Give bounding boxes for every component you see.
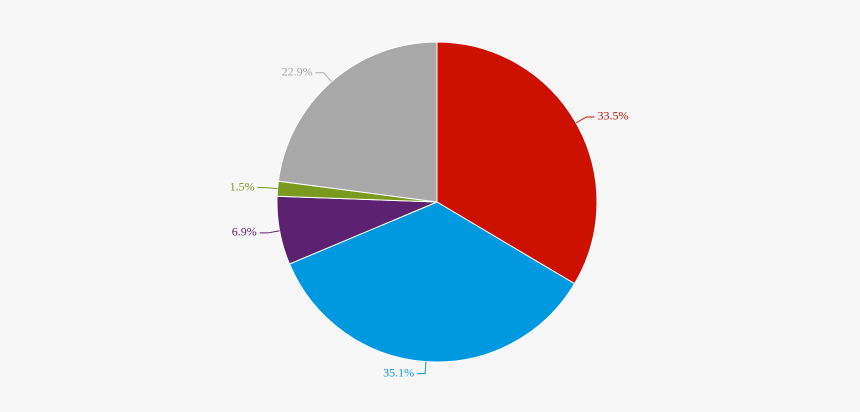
data-label: 6.9%: [232, 225, 257, 239]
data-label: 33.5%: [597, 109, 628, 123]
leader-line: [575, 116, 595, 124]
data-label: 35.1%: [383, 365, 414, 379]
data-label: 1.5%: [230, 179, 255, 193]
leader-line: [257, 187, 278, 190]
leader-line: [259, 230, 280, 234]
leader-line: [315, 72, 332, 83]
data-label: 22.9%: [282, 64, 313, 78]
pie-slice: [277, 41, 438, 203]
leader-line: [417, 361, 427, 375]
